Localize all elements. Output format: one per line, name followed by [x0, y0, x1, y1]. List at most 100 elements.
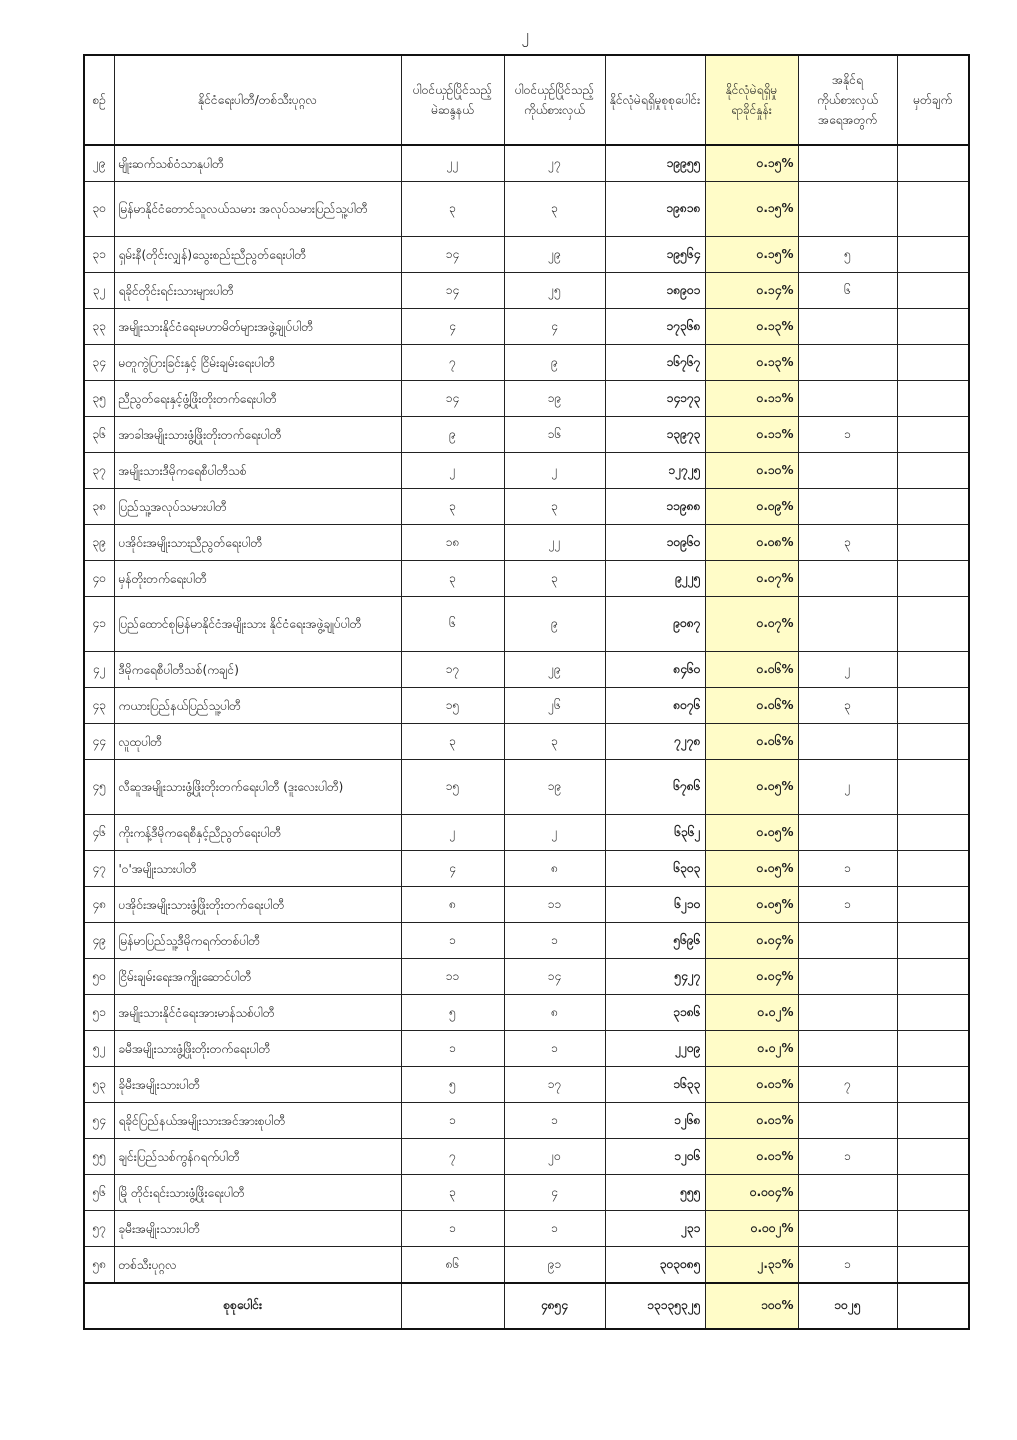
cell-party: လီဆူအမျိုးသားဖွံ့ဖြိုးတိုးတက်ရေးပါတီ (ဒူ…: [113, 759, 402, 815]
cell-no: ၃၃: [83, 308, 115, 345]
cell-votes: ၈၄၆၀: [604, 651, 706, 688]
cell-constituencies: ၈: [400, 886, 505, 923]
cell-elected: [797, 1174, 898, 1211]
cell-no: ၃၆: [83, 416, 115, 453]
cell-candidates: ၉၁: [503, 1246, 606, 1284]
cell-candidates: ၈: [503, 994, 606, 1031]
table-row: ၄၂ ဒီမိုကရေစီပါတီသစ်(ကချင်) ၁၇ ၂၉ ၈၄၆၀ ၀.၀၆% ၂: [83, 651, 970, 688]
cell-remarks: [896, 524, 970, 561]
cell-candidates: ၄: [503, 308, 606, 345]
cell-remarks: [896, 452, 970, 489]
table-row: ၅၀ ငြိမ်းချမ်းရေးအကျိုးဆောင်ပါတီ ၁၁ ၁၄ ၅၄၂၇၀…: [83, 958, 970, 995]
cell-percent: ၀.၁၅%: [704, 236, 799, 273]
table-row: ၄၈ ပအိုဝ်းအမျိုးသားဖွံ့ဖြိုးတိုးတက်ရေးပါတ…: [83, 886, 970, 923]
cell-no: ၄၄: [83, 723, 115, 760]
cell-no: ၄၁: [83, 596, 115, 652]
cell-no: ၅၄: [83, 1102, 115, 1139]
cell-no: ၄၉: [83, 922, 115, 959]
cell-percent: ၀.၀၆%: [704, 723, 799, 760]
cell-party: ပြည်ထောင်စုမြန်မာနိုင်ငံအမျိုးသား နိုင်င…: [113, 596, 402, 652]
cell-votes: ၁၂၇၂၅: [604, 452, 706, 489]
cell-no: ၄၇: [83, 850, 115, 887]
cell-elected: ၁: [797, 850, 898, 887]
cell-remarks: [896, 308, 970, 345]
cell-no: ၄၃: [83, 687, 115, 724]
table-row: ၅၆ မြို တိုင်းရင်းသားဖွံ့ဖြိုးရေးပါတီ၃၄၅၅…: [83, 1174, 970, 1211]
cell-remarks: [896, 687, 970, 724]
cell-candidates: ၃: [503, 560, 606, 597]
cell-party: အမျိုးသားဒီမိုကရေစီပါတီသစ်: [113, 452, 402, 489]
header-no: စဉ်: [83, 54, 115, 146]
cell-remarks: [896, 759, 970, 815]
cell-percent: ၀.၀၁%: [704, 1138, 799, 1175]
cell-votes: ၆၃၆၂: [604, 814, 706, 851]
cell-party: ကယားပြည်နယ်ပြည်သူ့ပါတီ: [113, 687, 402, 724]
header-party: နိုင်ငံရေးပါတီ/တစ်သီးပုဂ္ဂလ: [113, 54, 402, 146]
cell-elected: [797, 560, 898, 597]
cell-remarks: [896, 1102, 970, 1139]
cell-candidates: ၂၂: [503, 524, 606, 561]
cell-party: ငြိမ်းချမ်းရေးအကျိုးဆောင်ပါတီ: [113, 958, 402, 995]
cell-percent: ၀.၀၇%: [704, 560, 799, 597]
cell-candidates: ၁၉: [503, 380, 606, 417]
cell-percent: ၀.၁၄%: [704, 272, 799, 309]
cell-percent: ၀.၀၀၄%: [704, 1174, 799, 1211]
table-row: ၃၈ ပြည်သူ့အလုပ်သမားပါတီ၃၃၁၁၉၈၈ ၀.၀၉%: [83, 488, 970, 525]
cell-constituencies: ၇: [400, 1138, 505, 1175]
cell-percent: ၀.၁၁%: [704, 416, 799, 453]
cell-remarks: [896, 380, 970, 417]
cell-elected: ၁: [797, 1138, 898, 1175]
table-row: ၂၉ မျိုးဆက်သစ်ဝံသာနုပါတီ ၂၂ ၂၇ ၁၉၉၅၅ ၀.၁၅%: [83, 144, 970, 182]
cell-remarks: [896, 814, 970, 851]
table-row: ၄၃ ကယားပြည်နယ်ပြည်သူ့ပါတီ ၁၅ ၂၆ ၈၀၇၆ ၀.၀၆% ၃: [83, 687, 970, 724]
cell-votes: ၁၉၈၁၈: [604, 181, 706, 237]
cell-party: မှန်တိုးတက်ရေးပါတီ: [113, 560, 402, 597]
cell-constituencies: ၃: [400, 560, 505, 597]
cell-candidates: ၂၅: [503, 272, 606, 309]
cell-elected: ၆: [797, 272, 898, 309]
cell-votes: ၃၁၈၆: [604, 994, 706, 1031]
cell-votes: ၉၂၂၅: [604, 560, 706, 597]
cell-candidates: ၁: [503, 922, 606, 959]
cell-votes: ၁၀၉၆၀: [604, 524, 706, 561]
total-constituencies: [400, 1282, 505, 1330]
table-row: ၃၆ အာခါအမျိုးသားဖွံ့ဖြိုးတိုးတက်ရေးပါတီ၉၁…: [83, 416, 970, 453]
cell-no: ၄၈: [83, 886, 115, 923]
cell-no: ၅၂: [83, 1030, 115, 1067]
cell-party: အမျိုးသားနိုင်ငံရေးအားမာန်သစ်ပါတီ: [113, 994, 402, 1031]
cell-percent: ၀.၀၄%: [704, 922, 799, 959]
cell-elected: [797, 958, 898, 995]
cell-candidates: ၂၆: [503, 687, 606, 724]
cell-percent: ၀.၁၀%: [704, 452, 799, 489]
table-row: ၃၁ ရှမ်းနီ(တိုင်းလျှန်)သွေးစည်းညီညွတ်ရေးပ…: [83, 236, 970, 273]
cell-remarks: [896, 1246, 970, 1284]
cell-no: ၄၆: [83, 814, 115, 851]
cell-party: မြန်မာနိုင်ငံတောင်သူလယ်သမား အလုပ်သမားပြည…: [113, 181, 402, 237]
cell-percent: ၀.၀၅%: [704, 814, 799, 851]
total-label: စုစုပေါင်း: [83, 1282, 402, 1330]
cell-party: ပအိုဝ်းအမျိုးသားဖွံ့ဖြိုးတိုးတက်ရေးပါတီ: [113, 886, 402, 923]
cell-candidates: ၁: [503, 1210, 606, 1247]
cell-constituencies: ၁: [400, 922, 505, 959]
cell-candidates: ၉: [503, 596, 606, 652]
cell-constituencies: ၄: [400, 308, 505, 345]
cell-candidates: ၁၉: [503, 759, 606, 815]
cell-votes: ၆၂၁၀: [604, 886, 706, 923]
cell-votes: ၉၀၈၇: [604, 596, 706, 652]
cell-party: ခမီအမျိုးသားဖွံ့ဖြိုးတိုးတက်ရေးပါတီ: [113, 1030, 402, 1067]
cell-votes: ၅၆၉၆: [604, 922, 706, 959]
cell-candidates: ၂၀: [503, 1138, 606, 1175]
cell-candidates: ၂: [503, 814, 606, 851]
cell-constituencies: ၁၄: [400, 236, 505, 273]
cell-percent: ၀.၀၈%: [704, 524, 799, 561]
table-row: ၃၉ ပအိုဝ်းအမျိုးသားညီညွတ်ရေးပါတီ ၁၈ ၂၂ ၁၀၉၆၀…: [83, 524, 970, 561]
cell-party: မတူကွဲပြားခြင်းနှင့် ငြိမ်းချမ်းရေးပါတီ: [113, 344, 402, 381]
cell-remarks: [896, 236, 970, 273]
cell-no: ၂၉: [83, 144, 115, 182]
cell-party: ရခိုင်တိုင်းရင်းသားများပါတီ: [113, 272, 402, 309]
cell-no: ၃၂: [83, 272, 115, 309]
cell-constituencies: ၁၈: [400, 524, 505, 561]
cell-remarks: [896, 1066, 970, 1103]
cell-elected: [797, 181, 898, 237]
cell-candidates: ၂၇: [503, 144, 606, 182]
